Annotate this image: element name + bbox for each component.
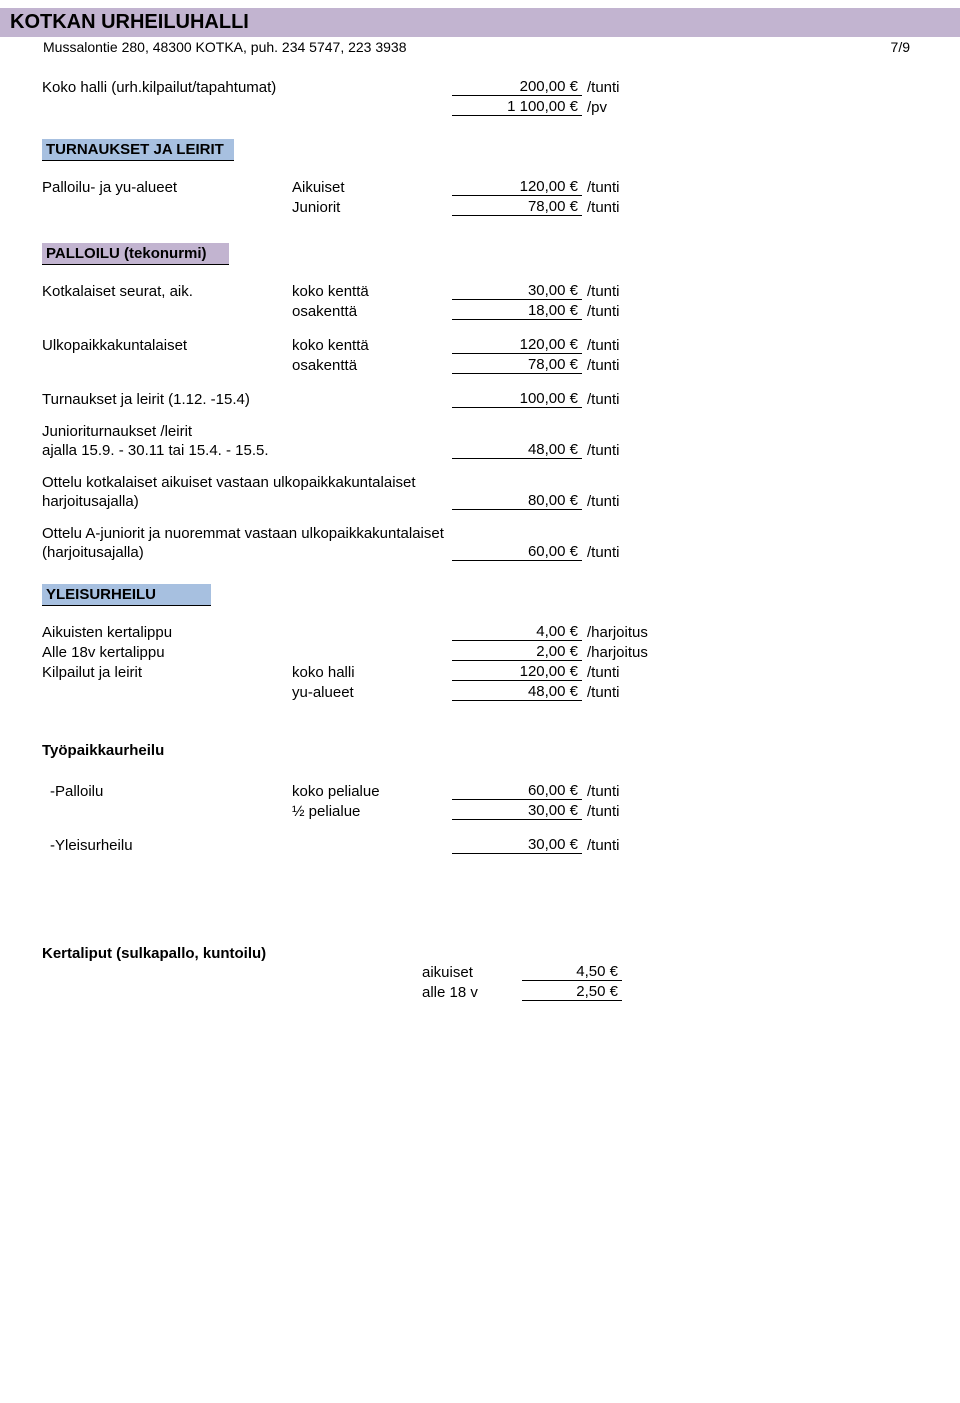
- sub-label: koko pelialue: [292, 783, 452, 800]
- unit-cell: /tunti: [582, 544, 662, 561]
- juniori-row: ajalla 15.9. - 30.11 tai 15.4. - 15.5. 4…: [42, 440, 918, 460]
- unit-cell: /tunti: [582, 391, 662, 408]
- value-cell: 120,00 €: [452, 178, 582, 196]
- unit-cell: /tunti: [582, 179, 662, 196]
- unit-cell: /tunti: [582, 783, 662, 800]
- row-label: harjoitusajalla): [42, 493, 452, 510]
- sub-label: osakenttä: [292, 303, 452, 320]
- kertaliput-title: Kertaliput (sulkapallo, kuntoilu): [42, 945, 918, 962]
- row-label: -Yleisurheilu: [42, 837, 292, 854]
- row-label: Ulkopaikkakuntalaiset: [42, 337, 292, 354]
- row-label: Palloilu- ja yu-alueet: [42, 179, 292, 196]
- ottelu1-line1: Ottelu kotkalaiset aikuiset vastaan ulko…: [42, 474, 918, 491]
- kotkalaiset-row1: Kotkalaiset seurat, aik. koko kenttä 30,…: [42, 281, 918, 301]
- unit-cell: /tunti: [582, 199, 662, 216]
- unit-cell: /tunti: [582, 837, 662, 854]
- kertaliput-row1: aikuiset 4,50 €: [42, 962, 918, 982]
- section-turnaukset: TURNAUKSET JA LEIRIT: [42, 139, 234, 161]
- tyopaikka-row3: -Yleisurheilu 30,00 € /tunti: [42, 835, 918, 855]
- palloilu-alueet-row1: Palloilu- ja yu-alueet Aikuiset 120,00 €…: [42, 177, 918, 197]
- unit-cell: /tunti: [582, 357, 662, 374]
- unit-cell: /pv: [582, 99, 662, 116]
- address-text: Mussalontie 280, 48300 KOTKA, puh. 234 5…: [43, 39, 407, 55]
- value-cell: 80,00 €: [452, 492, 582, 510]
- header-subtitle: Mussalontie 280, 48300 KOTKA, puh. 234 5…: [42, 37, 918, 55]
- row-label: -Palloilu: [42, 783, 292, 800]
- juniori-line1: Junioriturnaukset /leirit: [42, 423, 918, 440]
- value-cell: 30,00 €: [452, 802, 582, 820]
- tyopaikka-title: Työpaikkaurheilu: [42, 742, 918, 759]
- section-yleisurheilu: YLEISURHEILU: [42, 584, 211, 606]
- value-cell: 60,00 €: [452, 782, 582, 800]
- row-label: Alle 18v kertalippu: [42, 644, 292, 661]
- palloilu-alueet-row2: Juniorit 78,00 € /tunti: [42, 197, 918, 217]
- tyopaikka-row1: -Palloilu koko pelialue 60,00 € /tunti: [42, 781, 918, 801]
- value-cell: 120,00 €: [452, 663, 582, 681]
- ottelu2-line1: Ottelu A-juniorit ja nuoremmat vastaan u…: [42, 525, 918, 542]
- yleis-row1: Aikuisten kertalippu 4,00 € /harjoitus: [42, 622, 918, 642]
- row-label: Kilpailut ja leirit: [42, 664, 292, 681]
- sub-label: Aikuiset: [292, 179, 452, 196]
- page-title: KOTKAN URHEILUHALLI: [0, 11, 960, 34]
- value-cell: 18,00 €: [452, 302, 582, 320]
- sub-label: Juniorit: [292, 199, 452, 216]
- value-cell: 30,00 €: [452, 282, 582, 300]
- ulkopaikka-row1: Ulkopaikkakuntalaiset koko kenttä 120,00…: [42, 335, 918, 355]
- value-cell: 2,50 €: [522, 983, 622, 1001]
- sub-label: yu-alueet: [292, 684, 452, 701]
- unit-cell: /tunti: [582, 337, 662, 354]
- koko-halli-row1: Koko halli (urh.kilpailut/tapahtumat) 20…: [42, 77, 918, 97]
- sub-label: koko kenttä: [292, 337, 452, 354]
- value-cell: 100,00 €: [452, 390, 582, 408]
- ulkopaikka-row2: osakenttä 78,00 € /tunti: [42, 355, 918, 375]
- yleis-row3: Kilpailut ja leirit koko halli 120,00 € …: [42, 662, 918, 682]
- unit-cell: /tunti: [582, 303, 662, 320]
- kertaliput-row2: alle 18 v 2,50 €: [42, 982, 918, 1002]
- section-palloilu-tekonurmi: PALLOILU (tekonurmi): [42, 243, 229, 265]
- sub-label: ½ pelialue: [292, 803, 452, 820]
- ottelu1-row: harjoitusajalla) 80,00 € /tunti: [42, 491, 918, 511]
- ottelu2-row: (harjoitusajalla) 60,00 € /tunti: [42, 542, 918, 562]
- value-cell: 78,00 €: [452, 198, 582, 216]
- value-cell: 4,50 €: [522, 963, 622, 981]
- value-cell: 4,00 €: [452, 623, 582, 641]
- row-label: Kotkalaiset seurat, aik.: [42, 283, 292, 300]
- unit-cell: /harjoitus: [582, 644, 662, 661]
- sub-label: aikuiset: [422, 964, 522, 981]
- page-number: 7/9: [891, 39, 910, 55]
- kotkalaiset-row2: osakenttä 18,00 € /tunti: [42, 301, 918, 321]
- value-cell: 2,00 €: [452, 643, 582, 661]
- unit-cell: /tunti: [582, 493, 662, 510]
- yleis-row4: yu-alueet 48,00 € /tunti: [42, 682, 918, 702]
- row-label: ajalla 15.9. - 30.11 tai 15.4. - 15.5.: [42, 442, 452, 459]
- turnaukset-leirit-row: Turnaukset ja leirit (1.12. -15.4) 100,0…: [42, 389, 918, 409]
- sub-label: alle 18 v: [422, 984, 522, 1001]
- value-cell: 120,00 €: [452, 336, 582, 354]
- value-cell: 30,00 €: [452, 836, 582, 854]
- tyopaikka-row2: ½ pelialue 30,00 € /tunti: [42, 801, 918, 821]
- unit-cell: /tunti: [582, 283, 662, 300]
- unit-cell: /tunti: [582, 79, 662, 96]
- koko-halli-row2: 1 100,00 € /pv: [42, 97, 918, 117]
- sub-label: koko halli: [292, 664, 452, 681]
- value-cell: 78,00 €: [452, 356, 582, 374]
- value-cell: 200,00 €: [452, 78, 582, 96]
- unit-cell: /tunti: [582, 803, 662, 820]
- sub-label: osakenttä: [292, 357, 452, 374]
- value-cell: 48,00 €: [452, 683, 582, 701]
- row-label: (harjoitusajalla): [42, 544, 452, 561]
- unit-cell: /tunti: [582, 664, 662, 681]
- row-label: Turnaukset ja leirit (1.12. -15.4): [42, 391, 452, 408]
- unit-cell: /tunti: [582, 684, 662, 701]
- value-cell: 1 100,00 €: [452, 98, 582, 116]
- koko-halli-label: Koko halli (urh.kilpailut/tapahtumat): [42, 79, 452, 96]
- yleis-row2: Alle 18v kertalippu 2,00 € /harjoitus: [42, 642, 918, 662]
- sub-label: koko kenttä: [292, 283, 452, 300]
- value-cell: 60,00 €: [452, 543, 582, 561]
- unit-cell: /harjoitus: [582, 624, 662, 641]
- row-label: Aikuisten kertalippu: [42, 624, 292, 641]
- unit-cell: /tunti: [582, 442, 662, 459]
- header-bar: KOTKAN URHEILUHALLI: [0, 8, 960, 37]
- value-cell: 48,00 €: [452, 441, 582, 459]
